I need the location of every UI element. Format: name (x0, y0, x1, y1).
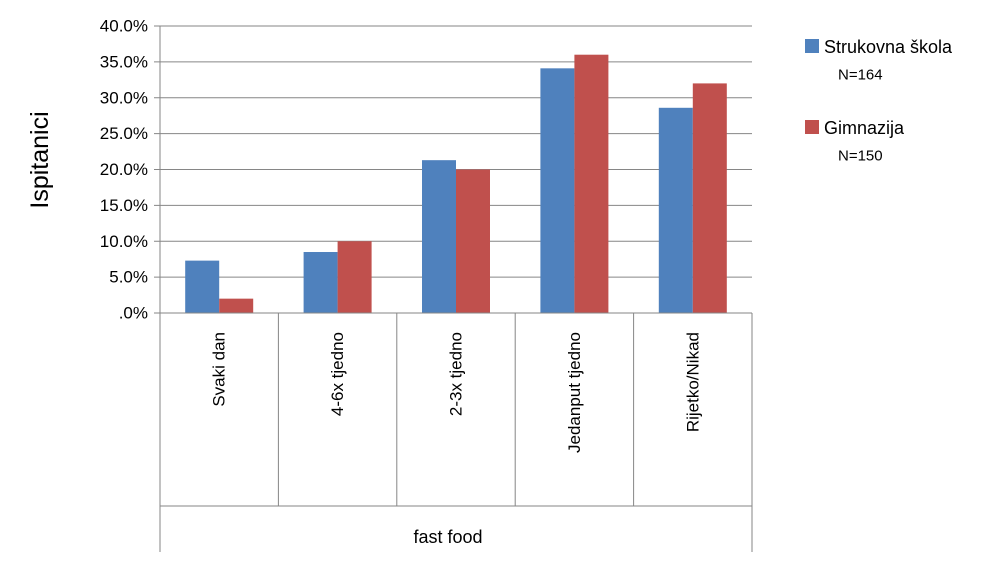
category-labels: Svaki dan 4-6x tjedno 2-3x tjedno Jedanput … (210, 332, 703, 453)
category-label: Rijetko/Nikad (683, 332, 702, 432)
category-label: 4-6x tjedno (328, 332, 347, 416)
legend-series-name: Gimnazija (824, 118, 905, 138)
bar-strukovna-2 (422, 160, 456, 313)
legend-series-note: N=150 (838, 148, 883, 165)
bar-gimnazija-4 (692, 83, 727, 314)
category-label: Svaki dan (210, 332, 229, 407)
bar-gimnazija-1 (337, 241, 372, 313)
y-tick-label: 15.0% (100, 196, 148, 215)
category-label: 2-3x tjedno (447, 332, 466, 416)
legend-swatch (805, 120, 819, 134)
y-tick-label: 40.0% (100, 17, 148, 36)
y-tick-label: 20.0% (100, 160, 148, 179)
legend-series-note: N=164 (838, 67, 883, 84)
category-label: Jedanput tjedno (565, 332, 584, 453)
y-axis-label: Ispitanici (26, 111, 54, 208)
bar-gimnazija-3 (574, 54, 609, 313)
y-tick-label: 35.0% (100, 52, 148, 71)
legend-series-name: Strukovna škola (824, 37, 953, 57)
legend-swatch (805, 39, 819, 53)
bar-strukovna-4 (658, 107, 693, 313)
bars (185, 54, 727, 314)
bar-strukovna-1 (303, 252, 338, 313)
legend: Strukovna škola N=164 Gimnazija N=150 (805, 37, 953, 165)
bar-gimnazija-0 (219, 298, 254, 313)
y-tick-label: 10.0% (100, 232, 148, 251)
axes (154, 25, 753, 552)
bar-gimnazija-2 (456, 169, 490, 313)
x-group-label: fast food (413, 527, 482, 547)
y-tick-label: 25.0% (100, 124, 148, 143)
y-tick-label: 5.0% (109, 268, 148, 287)
bar-strukovna-3 (540, 68, 575, 314)
y-tick-label: .0% (119, 304, 148, 323)
y-tick-labels: .0% 5.0% 10.0% 15.0% 20.0% 25.0% 30.0% 35.0% 40.… (100, 17, 148, 323)
bar-strukovna-0 (185, 260, 220, 313)
y-tick-label: 30.0% (100, 88, 148, 107)
